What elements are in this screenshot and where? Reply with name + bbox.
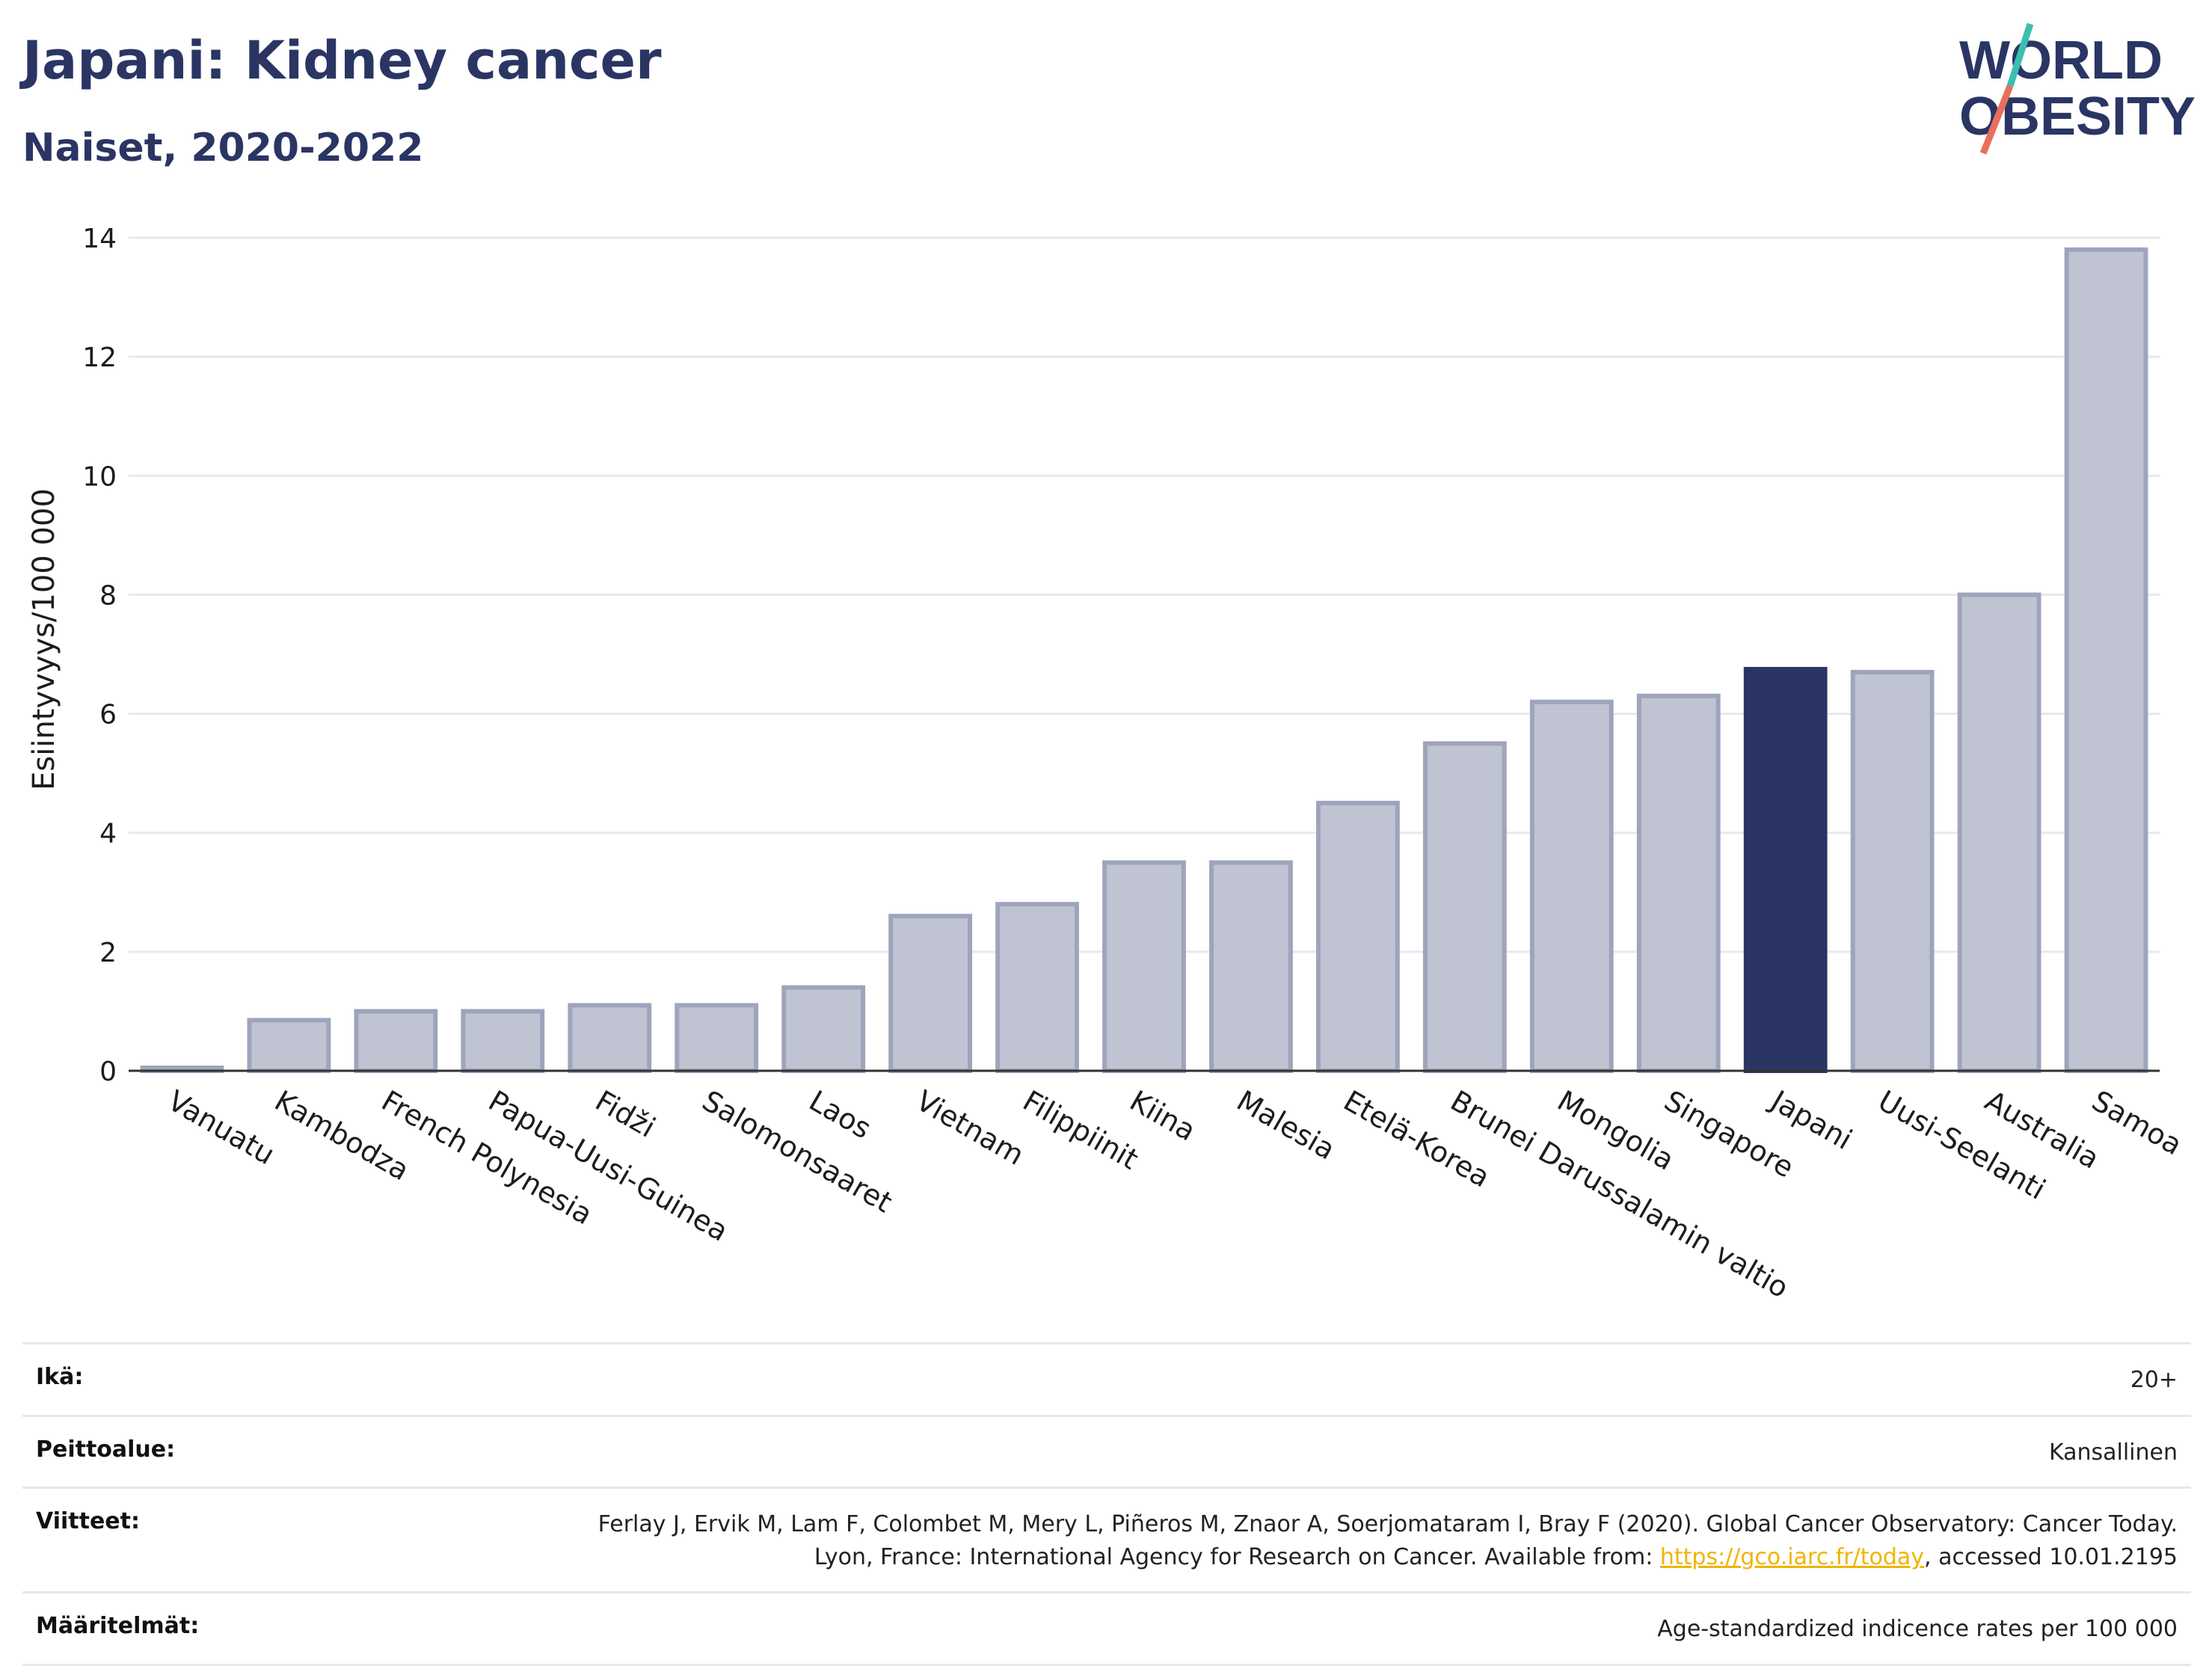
x-tick-label: Fidži: [590, 1084, 661, 1144]
logo-coral-stroke: [1979, 84, 2014, 155]
y-tick-label: 8: [99, 580, 117, 611]
bar-fid-i: [568, 1003, 652, 1074]
world-obesity-logo: WORLD OBESITY: [1959, 22, 2196, 155]
x-tick-label: Malesia: [1231, 1084, 1340, 1166]
meta-row-coverage: Peittoalue: Kansallinen: [22, 1414, 2191, 1487]
reference-link[interactable]: https://gco.iarc.fr/today: [1659, 1543, 1925, 1570]
bar-vietnam: [888, 914, 972, 1073]
bar-laos: [781, 985, 866, 1073]
bar-uusi-seelanti: [1850, 669, 1935, 1073]
y-tick-label: 12: [82, 342, 117, 373]
bar-japani: [1743, 666, 1828, 1073]
bar-kambodza: [247, 1018, 331, 1073]
metadata-table: Ikä: 20+ Peittoalue: Kansallinen Viittee…: [22, 1342, 2191, 1666]
bar-mongolia: [1529, 699, 1614, 1074]
x-tick-label: Vanuatu: [162, 1084, 280, 1171]
bar-kiina: [1102, 860, 1186, 1073]
meta-value-coverage: Kansallinen: [2048, 1439, 2178, 1466]
meta-key-references: Viitteet:: [36, 1508, 140, 1534]
bar-french-polynesia: [354, 1009, 438, 1074]
bar-singapore: [1636, 693, 1721, 1073]
x-tick-label: Filippiinit: [1018, 1084, 1144, 1176]
bar-brunei-darussalamin-valtio: [1422, 741, 1507, 1073]
x-tick-label: Salomonsaaret: [697, 1084, 898, 1220]
meta-key-age: Ikä:: [36, 1364, 84, 1390]
y-tick-label: 0: [99, 1057, 117, 1087]
bar-samoa: [2064, 247, 2148, 1073]
y-tick-label: 6: [99, 700, 117, 731]
reference-accessed: , accessed 10.01.2195: [1924, 1543, 2178, 1570]
bar-filippiinit: [995, 902, 1079, 1073]
chart-subtitle: Naiset, 2020-2022: [22, 126, 424, 170]
y-tick-label: 10: [82, 461, 117, 492]
meta-key-definitions: Määritelmät:: [36, 1613, 200, 1639]
x-tick-label: Vietnam: [911, 1084, 1030, 1172]
y-tick-label: 2: [99, 938, 117, 968]
chart-title: Japani: Kidney cancer: [22, 30, 662, 91]
y-axis-title: Esiintyvyys/100 000: [27, 488, 61, 790]
bar-papua-uusi-guinea: [461, 1009, 545, 1074]
bar-etel-korea: [1316, 800, 1400, 1074]
y-tick-label: 14: [82, 224, 117, 254]
y-tick-label: 4: [99, 819, 117, 849]
meta-key-coverage: Peittoalue:: [36, 1436, 176, 1463]
meta-value-references: Ferlay J, Ervik M, Lam F, Colombet M, Me…: [532, 1508, 2178, 1573]
meta-row-references: Viitteet: Ferlay J, Ervik M, Lam F, Colo…: [22, 1487, 2191, 1591]
logo-teal-stroke: [2006, 22, 2034, 87]
x-tick-label: Kiina: [1125, 1084, 1202, 1148]
bar-malesia: [1209, 860, 1293, 1073]
logo-line1: WORLD: [1959, 31, 2163, 90]
x-tick-label: Laos: [804, 1084, 877, 1146]
meta-value-age: 20+: [2130, 1367, 2178, 1393]
reference-text: Ferlay J, Ervik M, Lam F, Colombet M, Me…: [597, 1511, 2178, 1570]
meta-row-age: Ikä: 20+: [22, 1342, 2191, 1415]
bar-layer: [140, 247, 2148, 1074]
bar-australia: [1957, 592, 2042, 1073]
meta-value-definitions: Age-standardized indicence rates per 100…: [1657, 1616, 2178, 1642]
bar-salomonsaaret: [675, 1003, 759, 1074]
